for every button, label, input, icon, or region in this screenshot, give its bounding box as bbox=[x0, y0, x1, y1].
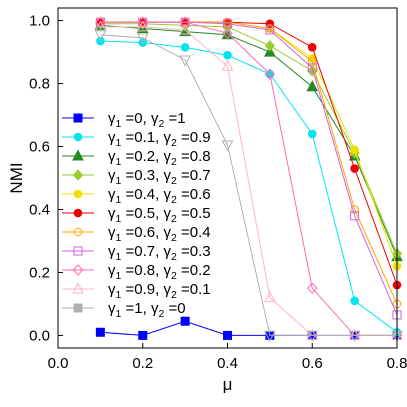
y-tick-label: 0.6 bbox=[29, 139, 50, 156]
legend: γ1 =0, γ2 =1γ1 =0.1, γ2 =0.9γ1 =0.2, γ2 … bbox=[62, 110, 211, 320]
legend-item: γ1 =0.3, γ2 =0.7 bbox=[62, 167, 211, 187]
data-point bbox=[306, 330, 319, 342]
x-axis: 0.0 0.2 0.4 0.6 0.8 bbox=[48, 343, 407, 372]
data-point bbox=[350, 296, 359, 306]
legend-label: γ1 =0.8, γ2 =0.2 bbox=[108, 262, 211, 282]
data-point bbox=[350, 205, 359, 214]
legend-label: γ1 =0.5, γ2 =0.5 bbox=[108, 205, 211, 225]
legend-label: γ1 =0.1, γ2 =0.9 bbox=[108, 129, 211, 149]
data-point bbox=[307, 63, 317, 73]
data-point bbox=[222, 27, 233, 39]
x-tick-label: 0.2 bbox=[132, 355, 153, 372]
data-point bbox=[306, 80, 319, 92]
y-tick-label: 0.0 bbox=[29, 327, 50, 344]
legend-item: γ1 =0.5, γ2 =0.5 bbox=[62, 205, 211, 225]
legend-marker bbox=[72, 264, 84, 276]
x-tick-label: 0.4 bbox=[217, 355, 238, 372]
legend-item: γ1 =1, γ2 =0 bbox=[62, 300, 186, 320]
plot-area bbox=[94, 16, 403, 342]
data-point bbox=[307, 129, 317, 139]
series-line bbox=[100, 34, 397, 336]
data-point bbox=[221, 59, 234, 71]
data-point bbox=[221, 140, 234, 152]
data-point bbox=[179, 16, 191, 28]
data-point bbox=[348, 328, 361, 340]
legend-marker bbox=[73, 227, 83, 237]
series-10 bbox=[94, 30, 403, 342]
data-point bbox=[307, 282, 318, 294]
legend-item: γ1 =0.9, γ2 =0.1 bbox=[62, 281, 211, 301]
series-line bbox=[100, 24, 398, 257]
data-point bbox=[138, 330, 148, 340]
data-point bbox=[264, 291, 276, 303]
data-point bbox=[350, 145, 359, 154]
legend-marker bbox=[73, 189, 83, 199]
legend-label: γ1 =0.6, γ2 =0.4 bbox=[108, 224, 211, 244]
x-tick-label: 0.8 bbox=[387, 355, 407, 372]
series-line bbox=[100, 21, 397, 336]
y-tick-label: 0.8 bbox=[29, 76, 50, 93]
legend-marker bbox=[73, 303, 83, 313]
data-point bbox=[307, 57, 317, 66]
y-tick-label: 1.0 bbox=[29, 13, 50, 30]
legend-marker bbox=[73, 113, 83, 123]
y-tick-label: 0.4 bbox=[29, 201, 50, 218]
legend-marker bbox=[72, 149, 84, 161]
data-point bbox=[223, 330, 232, 340]
legend-item: γ1 =0, γ2 =1 bbox=[62, 110, 186, 130]
data-point bbox=[264, 40, 276, 52]
legend-label: γ1 =0, γ2 =1 bbox=[108, 110, 186, 130]
legend-item: γ1 =0.4, γ2 =0.6 bbox=[62, 186, 211, 206]
legend-item: γ1 =0.2, γ2 =0.8 bbox=[62, 148, 211, 168]
legend-marker bbox=[73, 132, 83, 142]
legend-label: γ1 =0.9, γ2 =0.1 bbox=[108, 281, 211, 301]
data-point bbox=[264, 68, 276, 80]
data-point bbox=[223, 50, 232, 60]
x-tick-label: 0.6 bbox=[302, 355, 323, 372]
data-point bbox=[179, 55, 191, 67]
legend-marker bbox=[72, 169, 84, 181]
data-point bbox=[264, 330, 276, 342]
legend-item: γ1 =0.6, γ2 =0.4 bbox=[62, 224, 211, 244]
legend-marker bbox=[72, 282, 84, 294]
series-line bbox=[100, 40, 398, 333]
legend-label: γ1 =0.7, γ2 =0.3 bbox=[108, 243, 211, 263]
data-point bbox=[94, 30, 107, 42]
data-point bbox=[350, 164, 359, 173]
data-point bbox=[348, 330, 361, 342]
data-point bbox=[350, 211, 360, 221]
series-line bbox=[100, 23, 398, 254]
legend-label: γ1 =0.4, γ2 =0.6 bbox=[108, 186, 211, 206]
x-axis-label: μ bbox=[223, 375, 233, 394]
legend-label: γ1 =1, γ2 =0 bbox=[108, 300, 186, 320]
data-point bbox=[136, 20, 149, 32]
data-point bbox=[306, 328, 319, 340]
legend-label: γ1 =0.3, γ2 =0.7 bbox=[108, 167, 211, 187]
legend-marker bbox=[73, 246, 83, 256]
data-point bbox=[180, 43, 190, 52]
legend-item: γ1 =0.1, γ2 =0.9 bbox=[62, 129, 211, 149]
legend-label: γ1 =0.2, γ2 =0.8 bbox=[108, 148, 211, 168]
legend-item: γ1 =0.7, γ2 =0.3 bbox=[62, 243, 211, 263]
y-axis: 0.0 0.2 0.4 0.6 0.8 1.0 bbox=[29, 13, 63, 344]
data-point bbox=[307, 43, 317, 52]
series-0 bbox=[95, 316, 402, 340]
data-point bbox=[95, 327, 105, 337]
data-point bbox=[136, 33, 149, 45]
legend-item: γ1 =0.8, γ2 =0.2 bbox=[62, 262, 211, 282]
data-point bbox=[265, 25, 275, 35]
x-tick-label: 0.0 bbox=[48, 355, 69, 372]
legend-marker bbox=[73, 208, 83, 218]
y-axis-label: NMI bbox=[7, 162, 26, 193]
data-point bbox=[179, 23, 191, 35]
data-point bbox=[180, 316, 190, 326]
y-tick-label: 0.2 bbox=[29, 264, 50, 281]
